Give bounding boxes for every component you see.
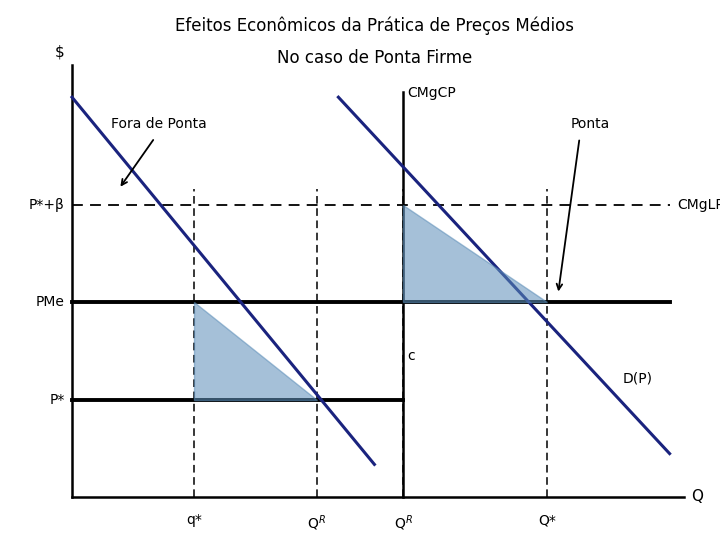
Text: Q$^R$: Q$^R$ [394, 513, 413, 532]
Text: PMe: PMe [36, 295, 65, 309]
Text: P*+β: P*+β [29, 198, 65, 212]
Text: CMgCP: CMgCP [407, 86, 456, 100]
Text: Q*: Q* [539, 513, 556, 527]
Text: D(P): D(P) [623, 371, 653, 385]
Polygon shape [194, 302, 317, 400]
Text: q*: q* [186, 513, 202, 527]
Text: No caso de Ponta Firme: No caso de Ponta Firme [276, 49, 472, 66]
Text: Ponta: Ponta [571, 117, 610, 131]
Text: CMgLP: CMgLP [677, 198, 720, 212]
Polygon shape [403, 205, 547, 302]
Text: Q$^R$: Q$^R$ [307, 513, 326, 532]
Text: Fora de Ponta: Fora de Ponta [111, 117, 206, 131]
Text: Efeitos Econômicos da Prática de Preços Médios: Efeitos Econômicos da Prática de Preços … [175, 16, 574, 35]
Text: Q: Q [691, 489, 703, 504]
Text: $: $ [55, 44, 65, 59]
Text: c: c [407, 349, 415, 363]
Text: P*: P* [50, 393, 65, 407]
